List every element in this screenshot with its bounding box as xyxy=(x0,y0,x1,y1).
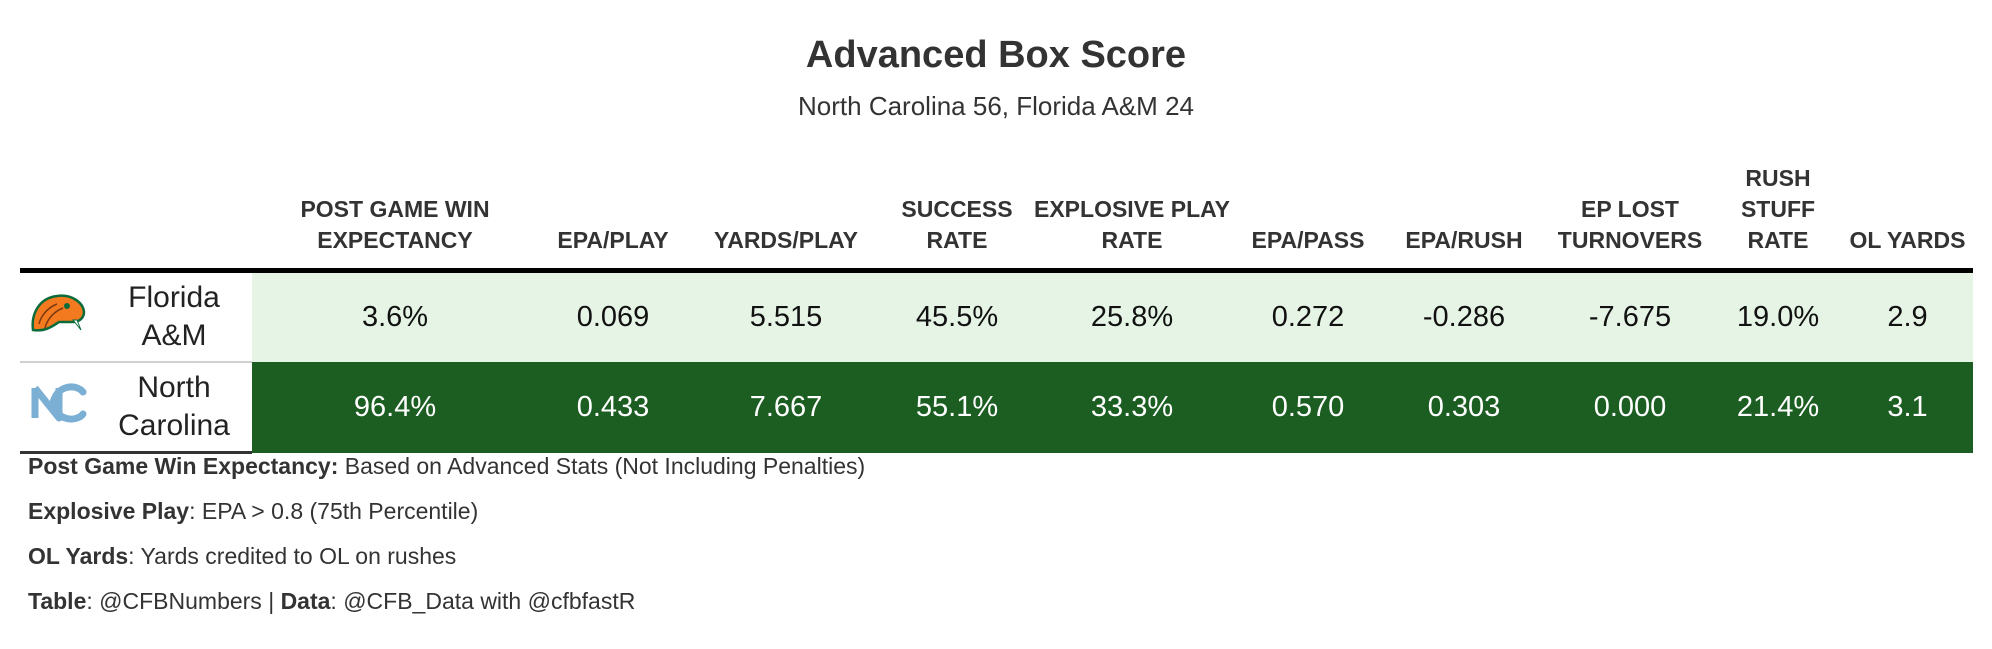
footnote-label: Data xyxy=(280,588,331,614)
unc-interlocking-nc-logo-icon xyxy=(31,383,87,423)
stat-cell: 96.4% xyxy=(252,362,538,453)
footnotes: Post Game Win Expectancy: Based on Advan… xyxy=(28,450,865,630)
logo-header xyxy=(20,140,96,273)
team-name: Florida A&M xyxy=(96,270,252,363)
stat-cell: 45.5% xyxy=(884,270,1030,362)
column-header: OL YARDS xyxy=(1842,140,1973,273)
stat-cell: 0.272 xyxy=(1234,270,1382,362)
stat-cell: 5.515 xyxy=(688,270,884,362)
stat-cell: 25.8% xyxy=(1030,270,1234,362)
stat-cell: 0.000 xyxy=(1546,362,1714,453)
footnote-text: : EPA > 0.8 (75th Percentile) xyxy=(189,498,479,524)
column-header: YARDS/PLAY xyxy=(688,140,884,273)
stat-cell: -0.286 xyxy=(1382,270,1546,362)
advanced-box-score-table: POST GAME WIN EXPECTANCY EPA/PLAY YARDS/… xyxy=(20,140,1973,454)
table-row-north-carolina: North Carolina 96.4% 0.433 7.667 55.1% 3… xyxy=(20,362,1973,454)
stat-cell: 55.1% xyxy=(884,362,1030,453)
stat-cell: 3.6% xyxy=(252,270,538,362)
footnote-win-expectancy: Post Game Win Expectancy: Based on Advan… xyxy=(28,450,865,495)
footnote-ol-yards: OL Yards: Yards credited to OL on rushes xyxy=(28,540,865,585)
stat-cell: -7.675 xyxy=(1546,270,1714,362)
chart-subtitle: North Carolina 56, Florida A&M 24 xyxy=(798,91,1194,121)
stat-cell: 0.303 xyxy=(1382,362,1546,453)
column-header: EXPLOSIVE PLAY RATE xyxy=(1030,140,1234,273)
stat-cell: 0.069 xyxy=(538,270,688,362)
stat-cell: 2.9 xyxy=(1842,270,1973,362)
stat-cell: 7.667 xyxy=(688,362,884,453)
stat-cell: 0.433 xyxy=(538,362,688,453)
footnote-credits: Table: @CFBNumbers | Data: @CFB_Data wit… xyxy=(28,585,865,630)
team-logo-cell xyxy=(20,270,96,363)
footnote-text: Based on Advanced Stats (Not Including P… xyxy=(338,453,866,479)
footnote-label: Explosive Play xyxy=(28,498,190,524)
column-header: EP LOST TURNOVERS xyxy=(1546,140,1714,273)
column-header: POST GAME WIN EXPECTANCY xyxy=(252,140,538,273)
column-header: RUSH STUFF RATE xyxy=(1714,140,1842,273)
footnote-label: Post Game Win Expectancy: xyxy=(28,453,339,479)
footnote-label: OL Yards xyxy=(28,543,129,569)
team-logo-cell xyxy=(20,362,96,454)
table-row-florida-am: Florida A&M 3.6% 0.069 5.515 45.5% 25.8%… xyxy=(20,270,1973,363)
team-header xyxy=(96,140,252,273)
team-name: North Carolina xyxy=(96,362,252,454)
footnote-text: : @CFB_Data with @cfbfastR xyxy=(330,588,636,614)
column-header: SUCCESS RATE xyxy=(884,140,1030,273)
header-row: POST GAME WIN EXPECTANCY EPA/PLAY YARDS/… xyxy=(20,140,1973,273)
column-header: EPA/PASS xyxy=(1234,140,1382,273)
stat-cell: 0.570 xyxy=(1234,362,1382,453)
column-header: EPA/RUSH xyxy=(1382,140,1546,273)
footnote-explosive-play: Explosive Play: EPA > 0.8 (75th Percenti… xyxy=(28,495,865,540)
footnote-text: : @CFBNumbers | xyxy=(86,588,281,614)
stat-cell: 21.4% xyxy=(1714,362,1842,453)
stat-cell: 33.3% xyxy=(1030,362,1234,453)
rattler-logo-icon xyxy=(31,294,86,332)
footnote-text: : Yards credited to OL on rushes xyxy=(128,543,457,569)
footnote-label: Table xyxy=(28,588,87,614)
stat-cell: 3.1 xyxy=(1842,362,1973,453)
stat-cell: 19.0% xyxy=(1714,270,1842,362)
column-header: EPA/PLAY xyxy=(538,140,688,273)
chart-title: Advanced Box Score xyxy=(805,34,1187,76)
